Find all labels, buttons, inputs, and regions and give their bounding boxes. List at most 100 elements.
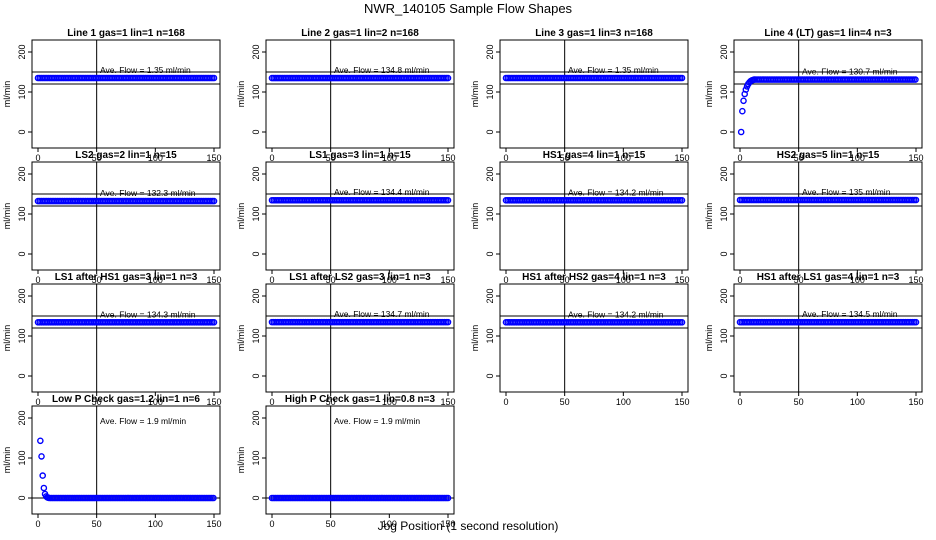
data-point: [38, 453, 45, 460]
x-tick-label: 50: [92, 519, 102, 529]
x-tick-label: 150: [206, 153, 221, 163]
data-point: [39, 472, 46, 479]
average-flow-annotation: Ave. Flow = 1.9 ml/min: [334, 416, 420, 426]
average-flow-annotation: Ave. Flow = 134.7 ml/min: [334, 309, 430, 319]
x-tick-label: 0: [503, 275, 508, 285]
x-tick-label: 0: [503, 397, 508, 407]
y-tick-label: 0: [17, 129, 27, 134]
panel-7: HS1 gas=4 lin=1 n=15 Ave. Flow = 134.2 ml…: [470, 150, 690, 285]
panel-title: High P Check gas=1 lin=0.8 n=3: [285, 394, 436, 405]
y-tick-label: 0: [251, 129, 261, 134]
y-tick-label: 200: [485, 44, 495, 59]
y-axis-label: ml/min: [2, 203, 12, 230]
x-tick-label: 150: [206, 397, 221, 407]
x-tick-label: 100: [382, 275, 397, 285]
x-tick-label: 50: [560, 275, 570, 285]
y-axis-label: ml/min: [470, 81, 480, 108]
plot-frame: [31, 405, 221, 515]
x-tick-label: 0: [269, 519, 274, 529]
data-point: [742, 86, 750, 93]
y-tick-label: 200: [17, 410, 27, 425]
panel-title: LS2 gas=2 lin=1 n=15: [75, 150, 177, 161]
y-axis-label: ml/min: [2, 325, 12, 352]
y-tick-label: 200: [17, 288, 27, 303]
main-title: NWR_140105 Sample Flow Shapes: [363, 1, 573, 16]
x-tick-label: 100: [850, 275, 865, 285]
x-tick-label: 50: [92, 275, 102, 285]
average-flow-annotation: Ave. Flow = 1.35 ml/min: [568, 65, 659, 75]
plot-frame: [31, 283, 221, 393]
average-flow-annotation: Ave. Flow = 134.2 ml/min: [568, 309, 664, 319]
plot-frame: [733, 39, 923, 149]
x-tick-label: 150: [440, 397, 455, 407]
average-flow-annotation: Ave. Flow = 130.7 ml/min: [802, 67, 898, 77]
y-tick-label: 0: [719, 251, 729, 256]
data-point: [678, 197, 686, 204]
x-tick-label: 150: [674, 275, 689, 285]
average-flow-annotation: Ave. Flow = 134.3 ml/min: [100, 309, 196, 319]
data-point: [40, 484, 48, 492]
average-flow-annotation: Ave. Flow = 134.5 ml/min: [802, 309, 898, 319]
x-tick-label: 150: [440, 519, 455, 529]
y-axis-label: ml/min: [704, 203, 714, 230]
x-tick-label: 150: [674, 397, 689, 407]
y-tick-label: 200: [485, 288, 495, 303]
y-tick-label: 200: [719, 288, 729, 303]
average-flow-annotation: Ave. Flow = 134.8 ml/min: [334, 65, 430, 75]
panel-2: Line 2 gas=1 lin=2 n=168 Ave. Flow = 134.…: [236, 28, 456, 163]
y-tick-label: 0: [251, 495, 261, 500]
y-tick-label: 0: [17, 495, 27, 500]
x-tick-label: 150: [206, 275, 221, 285]
x-tick-label: 50: [794, 397, 804, 407]
plot-frame: [31, 161, 221, 271]
y-tick-label: 200: [251, 288, 261, 303]
x-tick-label: 0: [35, 397, 40, 407]
y-tick-label: 100: [17, 206, 27, 221]
x-tick-label: 0: [35, 519, 40, 529]
plot-frame: [265, 283, 455, 393]
x-tick-label: 50: [326, 153, 336, 163]
data-point: [210, 494, 217, 502]
data-point: [678, 319, 686, 326]
y-axis-label: ml/min: [236, 447, 246, 474]
y-tick-label: 0: [485, 251, 495, 256]
x-tick-label: 100: [382, 397, 397, 407]
x-tick-label: 50: [794, 275, 804, 285]
panel-title: LS1 after HS1 gas=3 lin=1 n=3: [55, 272, 198, 283]
y-tick-label: 200: [17, 44, 27, 59]
data-point: [37, 437, 44, 445]
plot-frame: [733, 283, 923, 393]
y-tick-label: 200: [719, 166, 729, 181]
y-tick-label: 200: [251, 166, 261, 181]
plot-frame: [499, 161, 689, 271]
x-tick-label: 50: [560, 153, 570, 163]
x-tick-label: 150: [440, 153, 455, 163]
y-axis-label: ml/min: [470, 203, 480, 230]
x-tick-label: 100: [382, 519, 397, 529]
average-flow-annotation: Ave. Flow = 134.2 ml/min: [568, 187, 664, 197]
y-tick-label: 100: [719, 84, 729, 99]
y-axis-label: ml/min: [236, 81, 246, 108]
data-point: [210, 197, 218, 205]
panel-title: HS2 gas=5 lin=1 n=15: [777, 150, 880, 161]
panel-title: Line 1 gas=1 lin=1 n=168: [67, 28, 185, 39]
x-tick-label: 150: [908, 275, 923, 285]
panel-8: HS2 gas=5 lin=1 n=15 Ave. Flow = 135 ml/m…: [704, 150, 924, 285]
panel-1: Line 1 gas=1 lin=1 n=168 Ave. Flow = 1.35…: [2, 28, 222, 163]
data-point: [444, 74, 452, 82]
x-tick-label: 0: [35, 275, 40, 285]
y-tick-label: 100: [485, 84, 495, 99]
panel-11: HS1 after HS2 gas=4 lin=1 n=3 Ave. Flow =…: [470, 272, 690, 407]
y-tick-label: 100: [17, 328, 27, 343]
y-axis-label: ml/min: [236, 203, 246, 230]
data-point: [210, 74, 218, 82]
y-tick-label: 100: [17, 450, 27, 465]
y-tick-label: 100: [251, 450, 261, 465]
y-tick-label: 0: [719, 129, 729, 134]
plot-frame: [31, 39, 221, 149]
y-tick-label: 100: [251, 84, 261, 99]
y-tick-label: 0: [17, 251, 27, 256]
x-tick-label: 0: [269, 153, 274, 163]
x-tick-label: 0: [737, 275, 742, 285]
